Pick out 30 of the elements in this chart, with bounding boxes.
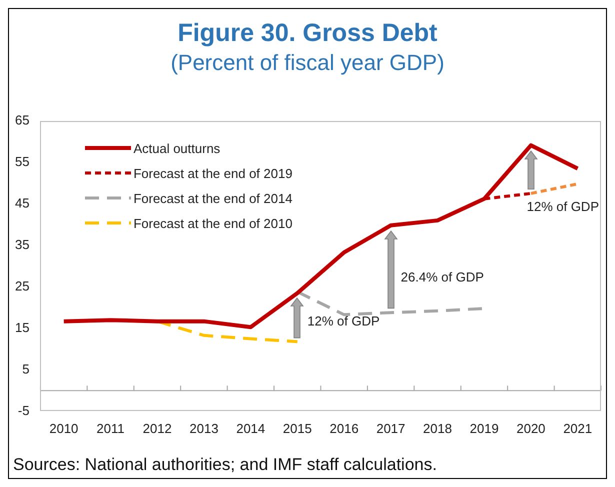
chart-subtitle: (Percent of fiscal year GDP) (170, 50, 446, 76)
x-tick-label: 2013 (189, 420, 218, 436)
x-tick-label: 2011 (96, 420, 125, 436)
legend-label: Actual outturns (133, 140, 220, 156)
legend-label: Forecast at the end of 2014 (133, 190, 292, 206)
x-tick-label: 2021 (563, 420, 592, 436)
y-tick-label: 15 (14, 320, 30, 335)
x-tick-label: 2016 (330, 420, 359, 436)
x-tick-label: 2010 (49, 420, 78, 436)
source-note: Sources: National authorities; and IMF staff calculations. (13, 455, 437, 475)
legend-label: Forecast at the end of 2010 (133, 216, 292, 231)
x-tick-label: 2014 (236, 420, 266, 436)
x-tick-label: 2019 (470, 420, 499, 436)
x-tick-label: 2015 (282, 420, 312, 436)
x-tick-label: 2017 (376, 420, 406, 436)
chart-title: Figure 30. Gross Debt (176, 19, 438, 48)
y-tick-label: 35 (14, 236, 30, 252)
annotation: 12% of GDP (526, 199, 599, 214)
annotation: 26.4% of GDP (400, 269, 484, 284)
y-tick-label: 55 (14, 154, 30, 169)
y-tick-label: 45 (14, 195, 30, 210)
x-tick-label: 2020 (516, 420, 546, 436)
annotation: 12% of GDP (307, 313, 380, 328)
y-tick-label: 65 (14, 112, 30, 128)
x-tick-label: 2012 (142, 420, 172, 436)
y-tick-label: 25 (14, 278, 30, 294)
legend-label: Forecast at the end of 2019 (133, 166, 292, 181)
x-tick-label: 2018 (423, 420, 452, 436)
y-tick-label: -5 (18, 402, 30, 418)
y-tick-label: 5 (22, 361, 30, 376)
